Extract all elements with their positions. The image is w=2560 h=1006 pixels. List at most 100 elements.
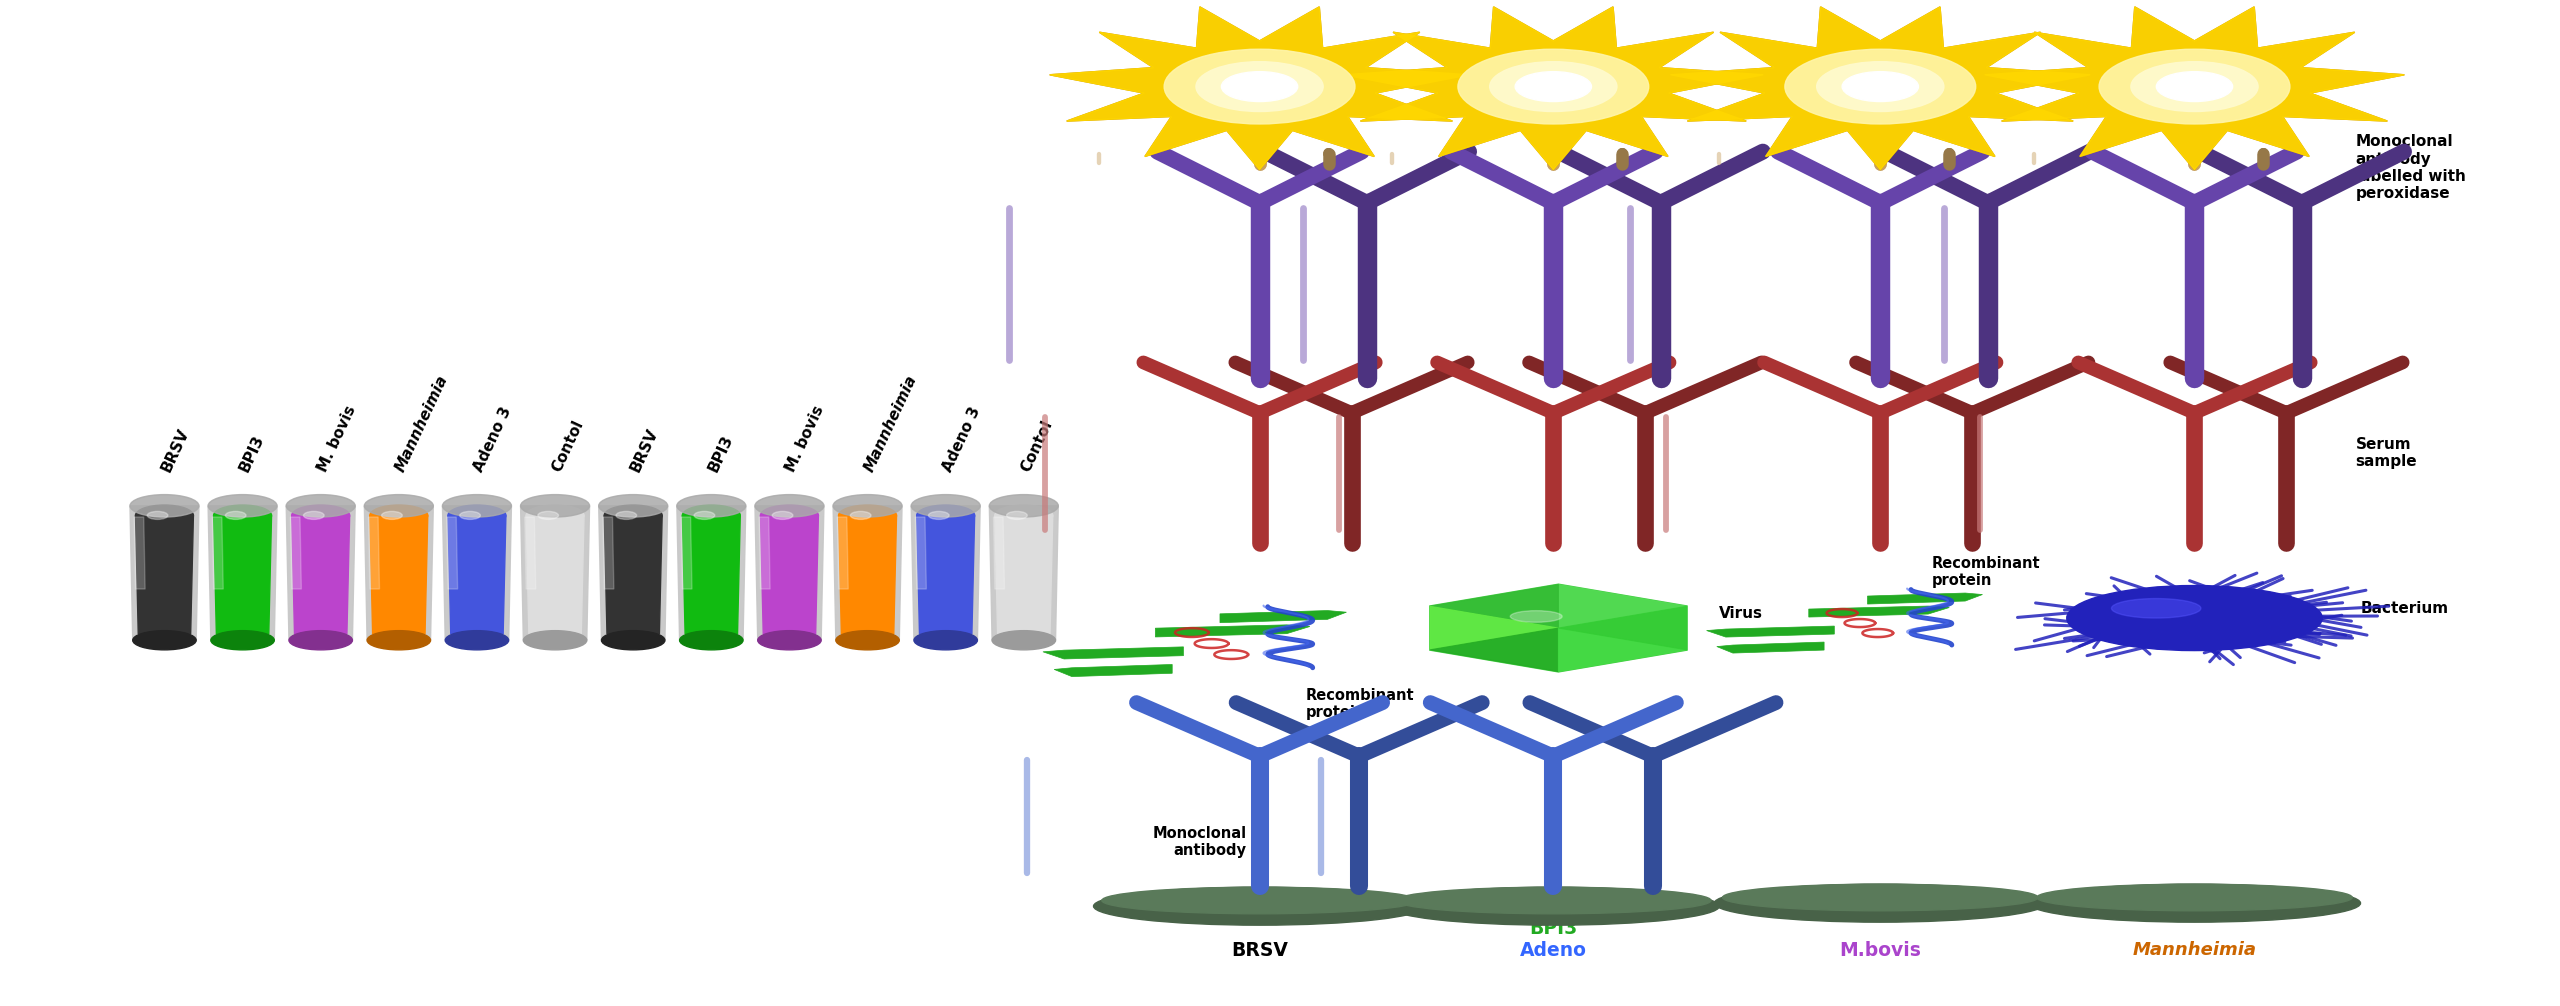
Ellipse shape [225, 511, 246, 519]
Polygon shape [993, 517, 1004, 590]
Ellipse shape [210, 631, 274, 650]
Text: M.bovis: M.bovis [1838, 942, 1920, 960]
Polygon shape [443, 506, 512, 640]
Ellipse shape [758, 631, 822, 650]
Ellipse shape [1006, 511, 1027, 519]
Polygon shape [1431, 584, 1559, 628]
Polygon shape [1718, 642, 1825, 653]
Text: Mannheimia: Mannheimia [863, 372, 919, 474]
Polygon shape [840, 515, 896, 634]
Text: Bacterium: Bacterium [2360, 601, 2450, 616]
Ellipse shape [850, 511, 870, 519]
Text: Adeno: Adeno [1521, 942, 1587, 960]
Ellipse shape [2028, 884, 2360, 923]
Ellipse shape [929, 511, 950, 519]
Circle shape [1864, 79, 1897, 94]
Ellipse shape [1723, 884, 2038, 910]
Ellipse shape [996, 505, 1052, 526]
Ellipse shape [604, 505, 663, 526]
Ellipse shape [443, 495, 512, 517]
Ellipse shape [133, 631, 197, 650]
Ellipse shape [1101, 887, 1418, 913]
Polygon shape [602, 517, 614, 590]
Ellipse shape [599, 495, 668, 517]
Ellipse shape [445, 631, 509, 650]
Text: BRSV: BRSV [159, 426, 192, 474]
Ellipse shape [773, 511, 794, 519]
Text: BRSV: BRSV [627, 426, 660, 474]
Polygon shape [527, 515, 584, 634]
Circle shape [1818, 61, 1943, 112]
Polygon shape [369, 517, 379, 590]
Ellipse shape [131, 495, 200, 517]
Polygon shape [1042, 647, 1183, 659]
Polygon shape [1221, 611, 1347, 623]
Ellipse shape [2038, 884, 2353, 910]
Polygon shape [1559, 607, 1687, 650]
Ellipse shape [369, 505, 428, 526]
Polygon shape [604, 515, 663, 634]
Text: BRSV: BRSV [1231, 942, 1288, 960]
Polygon shape [911, 506, 980, 640]
Polygon shape [207, 506, 276, 640]
Ellipse shape [1395, 887, 1710, 913]
Polygon shape [755, 506, 824, 640]
Circle shape [1196, 61, 1324, 112]
Polygon shape [599, 506, 668, 640]
Ellipse shape [993, 631, 1055, 650]
Polygon shape [1708, 626, 1836, 637]
Circle shape [1843, 71, 1917, 102]
Text: M. bovis: M. bovis [783, 402, 827, 474]
Ellipse shape [287, 495, 356, 517]
Ellipse shape [212, 505, 271, 526]
Ellipse shape [1715, 884, 2045, 923]
Ellipse shape [755, 495, 824, 517]
Polygon shape [287, 506, 356, 640]
Circle shape [1490, 61, 1618, 112]
Polygon shape [212, 515, 271, 634]
Ellipse shape [136, 505, 195, 526]
Ellipse shape [366, 631, 430, 650]
Polygon shape [364, 506, 433, 640]
Text: Mannheimia: Mannheimia [392, 372, 451, 474]
Polygon shape [1810, 606, 1948, 617]
Polygon shape [837, 517, 847, 590]
Polygon shape [525, 517, 535, 590]
Polygon shape [1155, 625, 1311, 637]
Text: Virus: Virus [1720, 606, 1764, 621]
Ellipse shape [381, 511, 402, 519]
Ellipse shape [694, 511, 714, 519]
Polygon shape [684, 515, 740, 634]
Polygon shape [1344, 7, 1764, 170]
Polygon shape [520, 506, 589, 640]
Text: Adeno 3: Adeno 3 [940, 404, 983, 474]
Polygon shape [916, 517, 927, 590]
Polygon shape [1431, 628, 1559, 672]
Text: Recombinant
protein: Recombinant protein [1930, 555, 2040, 589]
Circle shape [1516, 71, 1592, 102]
Ellipse shape [916, 505, 975, 526]
Polygon shape [1050, 7, 1469, 170]
Polygon shape [681, 517, 691, 590]
Ellipse shape [364, 495, 433, 517]
Polygon shape [212, 517, 223, 590]
Text: Contol: Contol [550, 417, 586, 474]
Text: BPI3: BPI3 [707, 433, 735, 474]
Polygon shape [133, 517, 146, 590]
Circle shape [2099, 49, 2289, 124]
Circle shape [1221, 71, 1298, 102]
Polygon shape [448, 515, 507, 634]
Polygon shape [996, 515, 1052, 634]
Circle shape [2179, 79, 2212, 94]
Ellipse shape [684, 505, 740, 526]
Ellipse shape [207, 495, 276, 517]
Polygon shape [988, 506, 1057, 640]
Ellipse shape [448, 505, 507, 526]
Circle shape [1457, 49, 1649, 124]
Text: Serum
sample: Serum sample [2355, 437, 2417, 469]
Polygon shape [1344, 7, 1764, 170]
Polygon shape [1559, 628, 1687, 672]
Ellipse shape [1093, 887, 1426, 926]
Circle shape [1536, 79, 1569, 94]
Polygon shape [1984, 7, 2404, 170]
